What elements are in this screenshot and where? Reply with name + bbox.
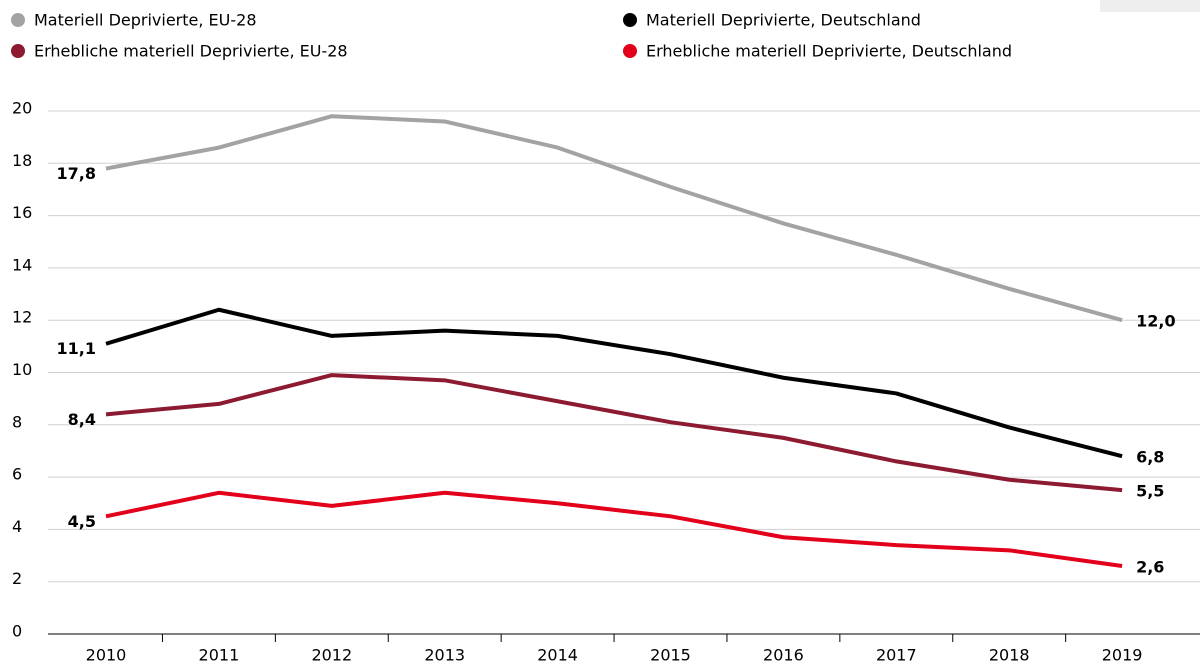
x-tick-label: 2019 bbox=[1102, 646, 1143, 664]
data-label: 12,0 bbox=[1136, 312, 1175, 331]
data-label: 6,8 bbox=[1136, 448, 1164, 467]
line bbox=[105, 490, 1123, 568]
x-tick-label: 2011 bbox=[199, 646, 240, 664]
line bbox=[105, 307, 1123, 459]
y-tick-label: 12 bbox=[12, 308, 32, 327]
line bbox=[105, 114, 1123, 323]
data-label: 4,5 bbox=[68, 512, 96, 531]
data-label: 17,8 bbox=[57, 164, 96, 183]
x-tick-label: 2012 bbox=[311, 646, 352, 664]
x-tick-label: 2014 bbox=[537, 646, 578, 664]
data-label: 11,1 bbox=[57, 339, 96, 358]
legend-marker bbox=[11, 44, 25, 58]
y-tick-label: 10 bbox=[12, 360, 32, 379]
y-tick-label: 8 bbox=[12, 412, 22, 431]
x-tick-label: 2016 bbox=[763, 646, 804, 664]
legend-marker bbox=[623, 44, 637, 58]
legend-label: Erhebliche materiell Deprivierte, EU-28 bbox=[34, 42, 348, 61]
y-tick-label: 4 bbox=[12, 517, 22, 536]
line bbox=[105, 373, 1123, 493]
legend-label: Erhebliche materiell Deprivierte, Deutsc… bbox=[646, 42, 1012, 61]
y-tick-label: 20 bbox=[12, 99, 32, 118]
x-tick-label: 2010 bbox=[86, 646, 127, 664]
x-tick-label: 2015 bbox=[650, 646, 691, 664]
legend-marker bbox=[11, 13, 25, 27]
x-tick-label: 2013 bbox=[424, 646, 465, 664]
data-label: 2,6 bbox=[1136, 558, 1164, 577]
data-label: 8,4 bbox=[68, 410, 96, 429]
x-tick-label: 2017 bbox=[876, 646, 917, 664]
y-tick-label: 18 bbox=[12, 151, 32, 170]
legend-label: Materiell Deprivierte, EU-28 bbox=[34, 11, 257, 30]
y-tick-label: 6 bbox=[12, 465, 22, 484]
legend-label: Materiell Deprivierte, Deutschland bbox=[646, 11, 921, 30]
y-tick-label: 14 bbox=[12, 255, 32, 274]
y-tick-label: 16 bbox=[12, 203, 32, 222]
legend-marker bbox=[623, 13, 637, 27]
x-tick-label: 2018 bbox=[989, 646, 1030, 664]
y-tick-label: 0 bbox=[12, 622, 22, 641]
data-label: 5,5 bbox=[1136, 482, 1164, 501]
y-tick-label: 2 bbox=[12, 569, 22, 588]
corner-box bbox=[1100, 0, 1200, 12]
